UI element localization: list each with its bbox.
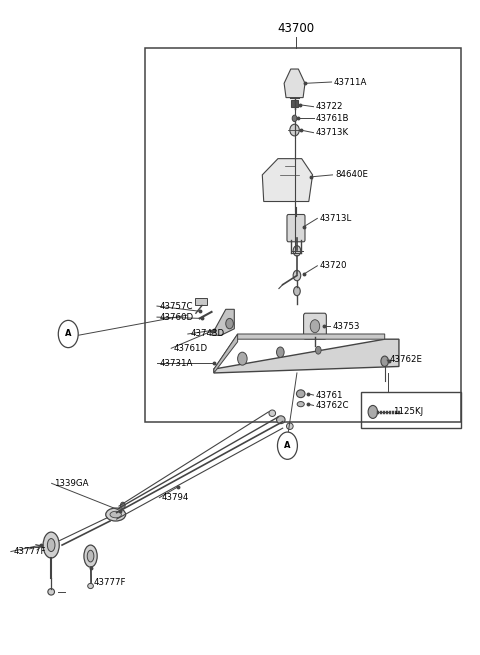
Ellipse shape xyxy=(110,512,121,518)
Ellipse shape xyxy=(48,589,55,595)
Circle shape xyxy=(381,356,388,366)
Circle shape xyxy=(120,502,125,509)
Text: 43777F: 43777F xyxy=(94,578,126,587)
Circle shape xyxy=(368,405,378,419)
Circle shape xyxy=(226,318,233,329)
Text: 1125KJ: 1125KJ xyxy=(393,407,423,417)
Ellipse shape xyxy=(287,423,293,430)
Ellipse shape xyxy=(297,402,304,407)
Text: 43777F: 43777F xyxy=(13,547,46,556)
Bar xyxy=(361,392,461,428)
Ellipse shape xyxy=(84,545,97,567)
Ellipse shape xyxy=(106,508,126,521)
Ellipse shape xyxy=(276,416,285,424)
Text: 43761: 43761 xyxy=(316,390,343,400)
Circle shape xyxy=(310,320,320,333)
Text: 43713L: 43713L xyxy=(320,214,352,223)
Text: 43762C: 43762C xyxy=(316,401,349,410)
Ellipse shape xyxy=(48,538,55,552)
Polygon shape xyxy=(212,309,234,335)
Text: 43761D: 43761D xyxy=(174,344,208,353)
Circle shape xyxy=(294,287,300,295)
Text: A: A xyxy=(65,329,72,339)
Text: 43760D: 43760D xyxy=(159,312,193,322)
Ellipse shape xyxy=(88,584,94,589)
Text: 43743D: 43743D xyxy=(190,329,224,339)
Text: 1339GA: 1339GA xyxy=(54,479,88,488)
Bar xyxy=(145,48,461,422)
Circle shape xyxy=(238,352,247,365)
Bar xyxy=(195,297,207,305)
Bar xyxy=(291,100,298,107)
Circle shape xyxy=(58,320,78,348)
Ellipse shape xyxy=(43,532,59,558)
Text: 43762E: 43762E xyxy=(389,356,422,364)
Text: 43713K: 43713K xyxy=(316,128,349,137)
Polygon shape xyxy=(214,334,238,373)
FancyBboxPatch shape xyxy=(287,214,305,242)
Text: 43761B: 43761B xyxy=(316,114,349,123)
Ellipse shape xyxy=(290,124,300,136)
Text: 43720: 43720 xyxy=(320,261,347,271)
Text: 43722: 43722 xyxy=(316,102,343,111)
Polygon shape xyxy=(214,339,399,373)
Circle shape xyxy=(277,432,298,459)
Polygon shape xyxy=(214,334,384,369)
Text: 43757C: 43757C xyxy=(159,301,193,310)
Polygon shape xyxy=(284,69,305,98)
Ellipse shape xyxy=(269,410,276,417)
Circle shape xyxy=(293,271,301,281)
Circle shape xyxy=(276,347,284,358)
Text: 43794: 43794 xyxy=(162,493,189,502)
Text: 43731A: 43731A xyxy=(159,359,192,367)
Circle shape xyxy=(315,346,321,354)
Text: A: A xyxy=(284,441,291,450)
Polygon shape xyxy=(262,159,312,202)
Ellipse shape xyxy=(87,550,94,562)
Ellipse shape xyxy=(297,390,305,398)
Text: 84640E: 84640E xyxy=(335,170,368,179)
FancyBboxPatch shape xyxy=(303,313,326,339)
Text: 43700: 43700 xyxy=(277,22,314,35)
Text: 43711A: 43711A xyxy=(334,77,367,86)
Text: 43753: 43753 xyxy=(333,322,360,331)
Circle shape xyxy=(293,246,301,256)
Circle shape xyxy=(292,115,297,122)
